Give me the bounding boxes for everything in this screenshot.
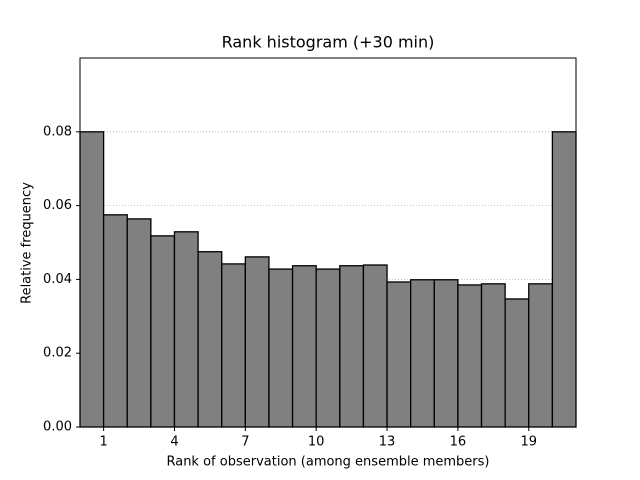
bar (362, 264, 388, 428)
y-axis-label: Relative frequency (20, 182, 35, 304)
bar (126, 218, 152, 428)
bar (410, 279, 435, 428)
bar (315, 268, 341, 428)
bar (291, 265, 317, 428)
bar (480, 283, 506, 428)
x-tick-label: 13 (379, 435, 396, 450)
x-tick-label: 19 (520, 435, 537, 450)
bar (79, 131, 105, 428)
bar (504, 298, 530, 428)
y-tick-label: 0.02 (43, 346, 72, 361)
bar (339, 265, 365, 428)
bar (244, 256, 270, 428)
y-tick-label: 0.06 (43, 198, 72, 213)
bar (457, 284, 483, 428)
plot-frame (79, 57, 577, 428)
y-tick-label: 0.00 (43, 420, 72, 435)
bar (197, 251, 223, 428)
bar (102, 214, 128, 428)
bar (173, 231, 199, 428)
bar (528, 283, 554, 428)
x-tick-label: 7 (241, 435, 249, 450)
bar (433, 279, 459, 428)
chart-title: Rank histogram (+30 min) (222, 33, 435, 52)
x-tick-label: 10 (308, 435, 325, 450)
y-tick-label: 0.08 (43, 124, 72, 139)
bar (268, 268, 294, 428)
bar (386, 281, 412, 428)
x-tick-label: 1 (99, 435, 107, 450)
x-axis-label: Rank of observation (among ensemble memb… (166, 455, 489, 470)
y-tick-label: 0.04 (43, 272, 72, 287)
bar (150, 235, 176, 428)
bar (221, 263, 246, 428)
x-tick-label: 16 (450, 435, 467, 450)
bar (551, 131, 577, 428)
x-tick-label: 4 (170, 435, 178, 450)
